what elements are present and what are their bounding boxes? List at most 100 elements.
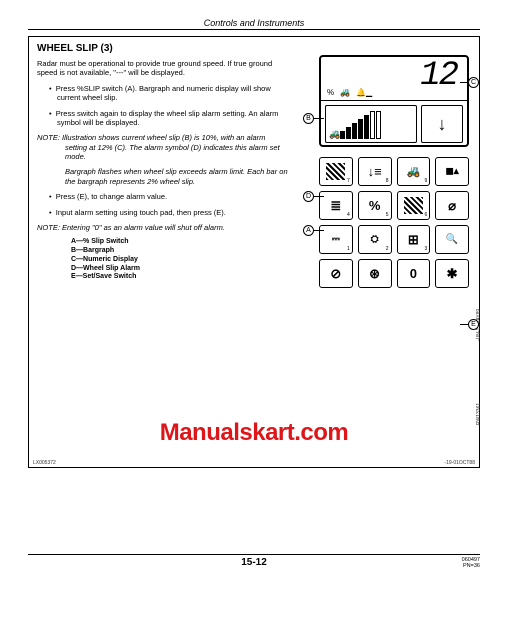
legend-item: A—% Slip Switch <box>71 238 289 247</box>
bell-icon: 🔔▁ <box>356 88 372 97</box>
callout-a: A <box>303 225 314 236</box>
watermark: Manualskart.com <box>29 419 479 447</box>
bullet-item: • Press (E), to change alarm value. <box>49 192 289 201</box>
bar <box>346 127 351 139</box>
content-box: WHEEL SLIP (3) Radar must be operational… <box>28 36 480 468</box>
down-arrow-box: ↓ <box>421 105 463 143</box>
key-sub: 4 <box>347 212 350 218</box>
key-glyph: ⊘ <box>330 266 341 282</box>
page-number: 15-12 <box>28 555 480 568</box>
bullet-text: Input alarm setting using touch pad, the… <box>56 208 226 217</box>
key-glyph: ≣ <box>330 198 341 214</box>
key-glyph: ✱ <box>447 266 458 282</box>
legend: A—% Slip Switch B—Bargraph C—Numeric Dis… <box>71 238 289 282</box>
callout-line <box>460 324 468 325</box>
key-sub: 3 <box>424 246 427 252</box>
key-cancel[interactable]: ⊘ <box>319 259 353 288</box>
key-3[interactable]: ⊞3 <box>397 225 431 254</box>
callout-line <box>314 196 324 197</box>
key-glyph: ⛭ <box>371 234 379 245</box>
legend-item: D—Wheel Slip Alarm <box>71 265 289 274</box>
bullet-item: • Press %SLIP switch (A). Bargraph and n… <box>49 84 289 103</box>
note-2: NOTE: Entering "0" as an alarm value wil… <box>37 223 289 232</box>
footer-pn: PN=36 <box>462 563 480 569</box>
key-magnify[interactable]: 🔍 <box>435 225 469 254</box>
bar-empty <box>370 111 375 139</box>
key-glyph: ⎓ <box>332 234 340 245</box>
key-4[interactable]: ≣4 <box>319 191 353 220</box>
bullet-list-2: • Press (E), to change alarm value. • In… <box>49 192 289 217</box>
icon-row: % 🚜 🔔▁ <box>327 88 372 97</box>
diagram: C B D A E -UN-19MAY89 RW13361 12 % 🚜 🔔▁ <box>305 55 473 339</box>
side-label-2: RW13361 <box>476 335 482 425</box>
key-glyph: ⊞ <box>408 232 419 248</box>
bar-empty <box>376 111 381 139</box>
page-footer: 15-12 060497 PN=36 <box>28 554 480 578</box>
key-5-slip[interactable]: %5 <box>358 191 392 220</box>
key-2[interactable]: ⛭2 <box>358 225 392 254</box>
display-frame: 12 % 🚜 🔔▁ 🚜 <box>319 55 469 147</box>
key-sub: 2 <box>386 246 389 252</box>
note-1b: Bargraph flashes when wheel slip exceeds… <box>37 167 289 186</box>
key-glyph: ◼▴ <box>445 166 458 177</box>
legend-item: E—Set/Save Switch <box>71 273 289 282</box>
percent-icon: % <box>327 88 334 97</box>
bullet-text: Press switch again to display the wheel … <box>56 109 279 127</box>
key-glyph: 🔍 <box>446 234 458 245</box>
key-diameter[interactable]: ⌀ <box>435 191 469 220</box>
legend-item: B—Bargraph <box>71 247 289 256</box>
display-top: 12 % 🚜 🔔▁ <box>321 57 467 101</box>
keypad: 7 ↓≡8 🚜9 ◼▴ ≣4 %5 6 ⌀ ⎓1 ⛭2 ⊞3 🔍 ⊘ ⊛ 0 ✱ <box>319 157 469 288</box>
hatch-icon <box>326 163 345 179</box>
key-7[interactable]: 7 <box>319 157 353 186</box>
bullet-list-1: • Press %SLIP switch (A). Bargraph and n… <box>49 84 289 128</box>
key-glyph: ⌀ <box>448 198 456 214</box>
key-sub: 1 <box>347 246 350 252</box>
bullet-item: • Press switch again to display the whee… <box>49 109 289 128</box>
callout-c: C <box>468 77 479 88</box>
note-1: NOTE: Illustration shows current wheel s… <box>37 133 289 161</box>
bullet-text: Press (E), to change alarm value. <box>56 192 167 201</box>
page: Controls and Instruments WHEEL SLIP (3) … <box>28 18 480 578</box>
footer-right: 060497 PN=36 <box>462 557 480 569</box>
callout-e: E <box>468 319 479 330</box>
key-sub: 6 <box>424 212 427 218</box>
tractor-icon: 🚜 <box>329 129 339 139</box>
tractor-icon: 🚜 <box>340 88 350 97</box>
bargraph <box>340 109 413 139</box>
section-header: Controls and Instruments <box>28 18 480 30</box>
key-glyph: % <box>369 198 381 213</box>
key-sub: 8 <box>386 178 389 184</box>
key-9[interactable]: 🚜9 <box>397 157 431 186</box>
key-glyph: ↓≡ <box>368 164 382 179</box>
bar <box>340 131 345 139</box>
key-sub: 9 <box>424 178 427 184</box>
legend-item: C—Numeric Display <box>71 256 289 265</box>
box-footnote-left: LX005372 <box>33 460 56 466</box>
key-glyph: ⊛ <box>369 266 380 282</box>
key-1[interactable]: ⎓1 <box>319 225 353 254</box>
key-glyph: 🚜 <box>407 165 421 178</box>
bullet-text: Press %SLIP switch (A). Bargraph and num… <box>56 84 271 102</box>
bargraph-box: 🚜 <box>325 105 417 143</box>
key-set-save[interactable]: ✱ <box>435 259 469 288</box>
display-bottom: 🚜 ↓ <box>321 101 467 147</box>
callout-line <box>314 230 324 231</box>
content-title: WHEEL SLIP (3) <box>37 43 471 54</box>
numeric-display: 12 <box>420 57 457 95</box>
left-column: Radar must be operational to provide tru… <box>37 59 289 282</box>
key-dial[interactable]: ⊛ <box>358 259 392 288</box>
key-sub: 7 <box>347 178 350 184</box>
key-sub: 5 <box>386 212 389 218</box>
bullet-item: • Input alarm setting using touch pad, t… <box>49 208 289 217</box>
bar <box>358 119 363 139</box>
key-triangle[interactable]: ◼▴ <box>435 157 469 186</box>
hatch-icon <box>404 197 423 213</box>
callout-d: D <box>303 191 314 202</box>
key-6[interactable]: 6 <box>397 191 431 220</box>
callout-b: B <box>303 113 314 124</box>
callout-line <box>314 118 324 119</box>
key-8[interactable]: ↓≡ 8 <box>358 157 392 186</box>
key-0[interactable]: 0 <box>397 259 431 288</box>
bar <box>364 115 369 139</box>
